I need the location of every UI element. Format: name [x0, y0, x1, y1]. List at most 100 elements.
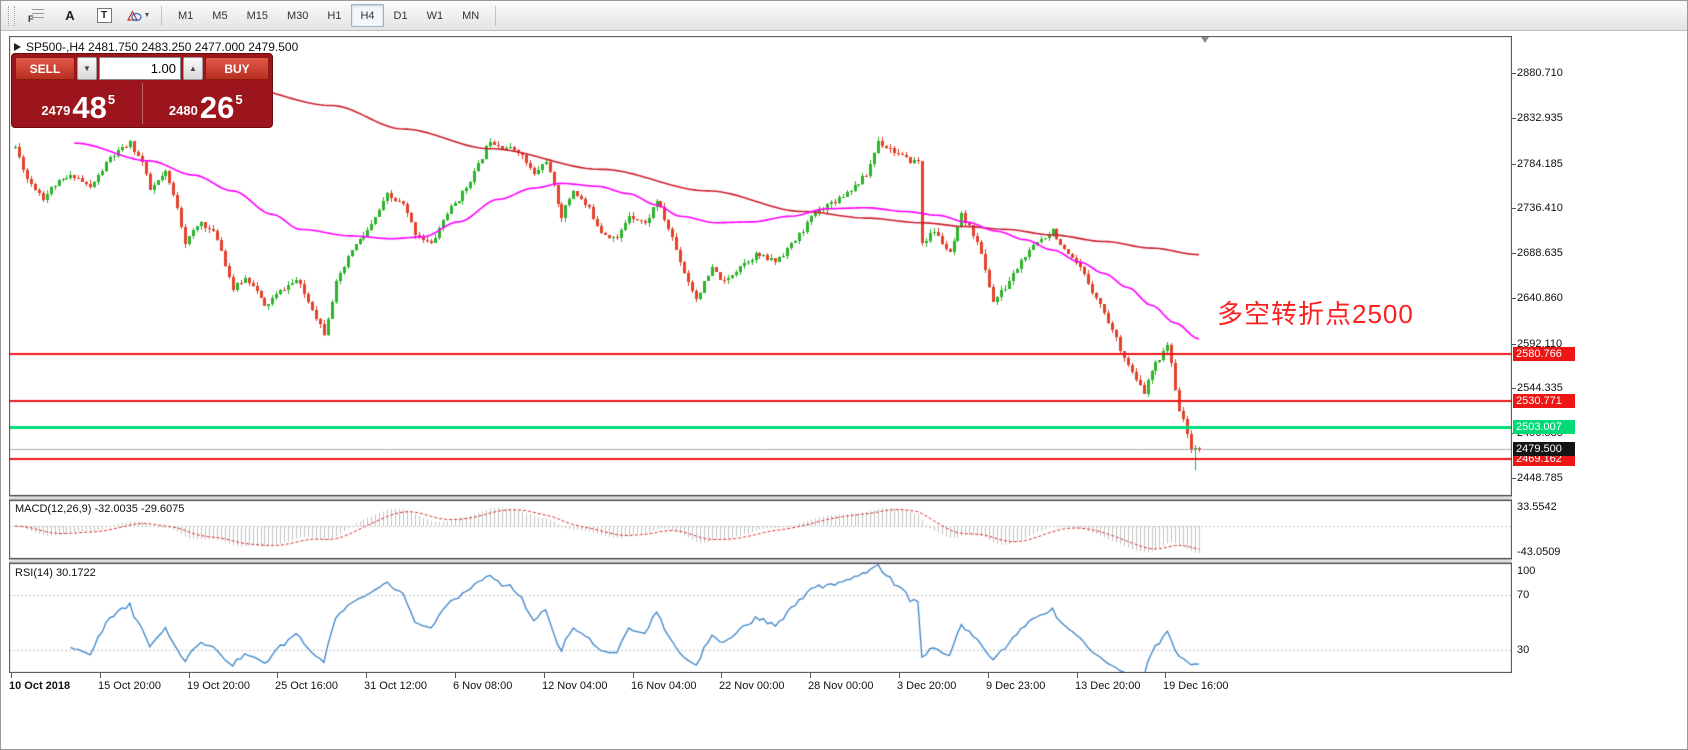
rsi-pane-canvas[interactable] [9, 563, 1512, 673]
time-axis-tick [455, 673, 456, 678]
pane-splitter[interactable] [9, 496, 1512, 500]
time-axis-label: 12 Nov 04:00 [542, 680, 608, 692]
indicator-axis-label: -43.0509 [1517, 546, 1561, 558]
toolbar-drag-handle[interactable] [8, 5, 15, 26]
price-axis-label: 2640.860 [1517, 291, 1563, 304]
shapes-tool-button[interactable]: ▼ [122, 5, 154, 27]
indicator-axis-label: 70 [1517, 589, 1530, 601]
price-axis-tick [1512, 118, 1516, 119]
time-axis-label: 19 Dec 16:00 [1163, 680, 1229, 692]
ask-price-prefix: 2480 [168, 103, 198, 118]
bid-price-display[interactable]: 2479 48 5 [15, 83, 142, 124]
tab-timeframe-h1[interactable]: H1 [327, 9, 342, 22]
time-axis-label: 15 Oct 20:00 [98, 680, 161, 692]
time-axis-label: 9 Dec 23:00 [986, 680, 1046, 692]
text-icon: A [65, 8, 75, 23]
time-axis-label: 25 Oct 16:00 [275, 680, 338, 692]
ohlc-info-line: SP500-,H4 2481.750 2483.250 2477.000 247… [26, 40, 299, 54]
price-axis-label: 2688.635 [1517, 247, 1563, 260]
time-axis-label: 10 Oct 2018 [9, 680, 71, 692]
tab-timeframe-w1[interactable]: W1 [426, 9, 444, 22]
chart-annotation: 多空转折点2500 [1217, 299, 1414, 329]
time-axis-tick [366, 673, 367, 678]
macd-indicator-label: MACD(12,26,9) -32.0035 -29.6075 [15, 503, 185, 515]
time-axis-label: 3 Dec 20:00 [897, 680, 957, 692]
price-axis-label: 2832.935 [1517, 111, 1563, 124]
text-tool-button[interactable]: A [54, 5, 86, 27]
tab-timeframe-mn[interactable]: MN [462, 9, 480, 22]
rsi-indicator-label: RSI(14) 30.1722 [15, 567, 96, 579]
bid-price-sup: 5 [107, 92, 116, 107]
time-axis-label: 16 Nov 04:00 [631, 680, 697, 692]
indicator-axis-label: 33.5542 [1517, 501, 1557, 513]
ask-price-big: 26 [199, 89, 235, 125]
indicator-axis-label: 100 [1517, 565, 1536, 577]
price-axis-tick [1512, 253, 1516, 254]
price-axis-tick [1512, 388, 1516, 389]
indicator-axis-label: 30 [1517, 644, 1530, 656]
tab-timeframe-h4[interactable]: H4 [351, 4, 384, 27]
price-axis-tick [1512, 478, 1516, 479]
time-axis-label: 31 Oct 12:00 [364, 680, 427, 692]
price-axis-label: 2880.710 [1517, 67, 1563, 80]
chevron-up-icon: ▲ [189, 64, 197, 73]
time-axis-label: 6 Nov 08:00 [453, 680, 513, 692]
symbol-marker-icon [14, 43, 21, 51]
ask-price-display[interactable]: 2480 26 5 [141, 83, 270, 125]
chevron-down-icon: ▼ [143, 12, 151, 19]
macd-pane-canvas[interactable] [9, 500, 1512, 559]
time-axis-tick [633, 673, 634, 678]
sell-button[interactable]: SELL [15, 57, 75, 80]
buy-button[interactable]: BUY [205, 57, 269, 80]
time-axis-tick [189, 673, 190, 678]
price-line-badge: 2530.771 [1513, 394, 1575, 409]
bid-price-big: 48 [72, 89, 107, 125]
fibonacci-tool-button[interactable]: F [20, 5, 52, 27]
price-axis-label: 2448.785 [1517, 472, 1563, 484]
time-axis-label: 28 Nov 00:00 [808, 680, 874, 692]
time-axis-tick [899, 673, 900, 678]
price-axis-label: 2784.185 [1517, 157, 1563, 170]
order-type-dropdown[interactable]: ▼ [77, 57, 97, 80]
volume-up-button[interactable]: ▲ [183, 57, 203, 80]
time-axis-tick [1165, 673, 1166, 678]
time-axis-tick [721, 673, 722, 678]
tab-timeframe-m30[interactable]: M30 [286, 9, 309, 22]
price-line-badge: 2580.766 [1513, 347, 1575, 362]
tab-timeframe-d1[interactable]: D1 [393, 9, 408, 22]
shapes-icon [126, 10, 142, 22]
price-axis-tick [1512, 164, 1516, 165]
timeframe-toolbar: M1 M5 M15 M30 H1 H4 D1 W1 MN [169, 4, 488, 27]
price-axis-label: 2592.110 [1517, 337, 1563, 350]
bid-price-prefix: 2479 [41, 103, 71, 118]
toolbar: F A T ▼ M1 M5 M15 M30 H1 H4 D1 W1 MN [1, 1, 1687, 31]
tab-timeframe-m15[interactable]: M15 [246, 9, 268, 22]
time-axis-tick [544, 673, 545, 678]
time-axis-label: 19 Oct 20:00 [187, 680, 250, 692]
fibonacci-icon: F [28, 8, 44, 24]
time-axis-tick [100, 673, 101, 678]
tab-timeframe-m1[interactable]: M1 [178, 9, 194, 22]
text-label-tool-button[interactable]: T [88, 5, 120, 27]
tab-timeframe-m5[interactable]: M5 [212, 9, 228, 22]
text-label-icon: T [96, 8, 112, 23]
toolbar-separator [495, 5, 497, 26]
price-axis-tick [1512, 344, 1516, 345]
time-axis-tick [988, 673, 989, 678]
time-axis-label: 22 Nov 00:00 [719, 680, 785, 692]
price-axis-tick [1512, 208, 1516, 209]
price-axis-label: 2544.335 [1517, 382, 1563, 395]
price-axis-label: 2736.410 [1517, 202, 1563, 215]
current-price-badge: 2479.500 [1513, 442, 1575, 457]
price-line-badge: 2503.007 [1513, 420, 1575, 435]
ask-price-sup: 5 [235, 92, 243, 107]
time-axis-tick [1077, 673, 1078, 678]
time-axis-tick [277, 673, 278, 678]
time-axis-tick [810, 673, 811, 678]
chart-shift-marker-icon[interactable] [1201, 37, 1209, 43]
chevron-down-icon: ▼ [83, 64, 91, 73]
pane-splitter[interactable] [9, 559, 1512, 563]
volume-input[interactable] [99, 57, 181, 80]
toolbar-separator [161, 5, 162, 26]
